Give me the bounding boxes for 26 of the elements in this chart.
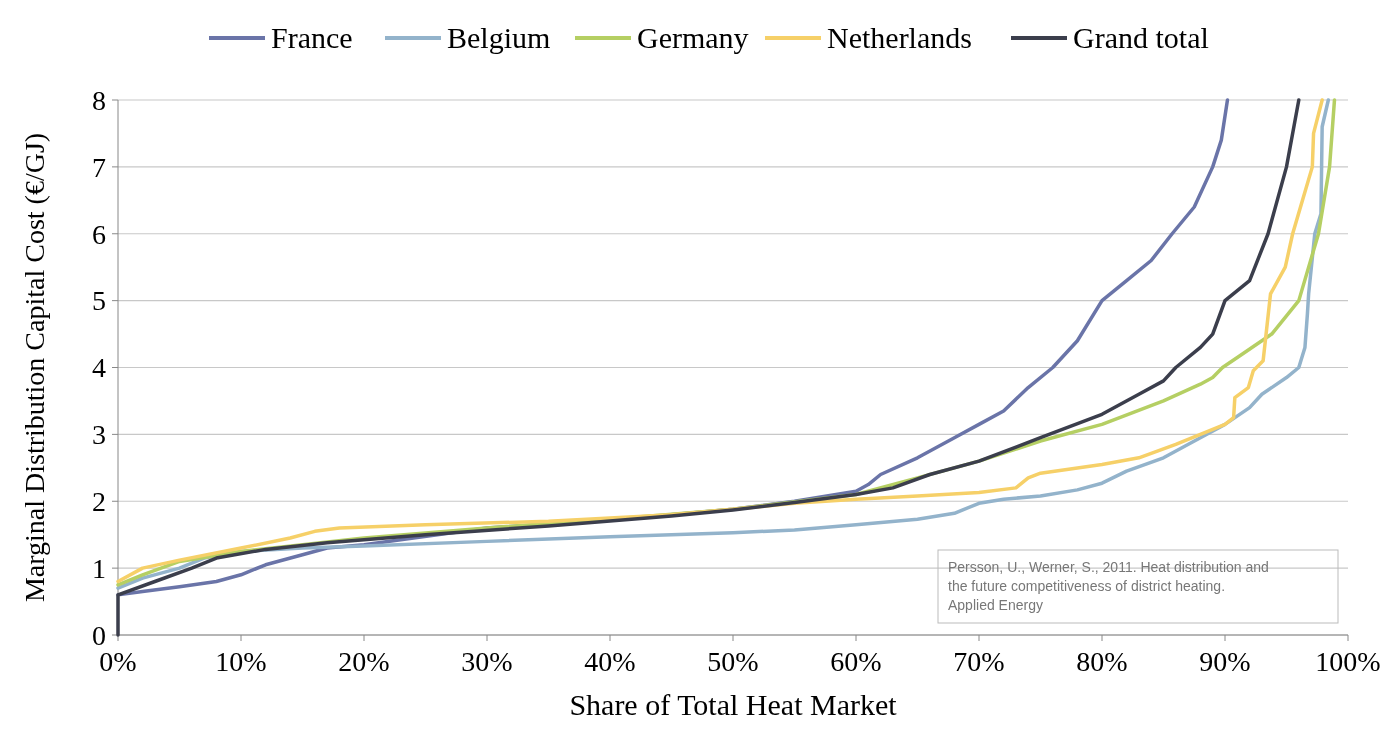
x-tick-label: 90%: [1199, 646, 1251, 677]
legend-label: Belgium: [447, 21, 551, 54]
annotation: Persson, U., Werner, S., 2011. Heat distribution and the future competitiveness of district heating. Applied Energy: [948, 559, 1269, 613]
x-tick-label: 40%: [584, 646, 636, 677]
y-tick-label: 4: [92, 352, 106, 384]
legend-label: Netherlands: [827, 21, 972, 54]
y-tick-label: 3: [92, 419, 106, 451]
legend-label: Grand total: [1073, 21, 1209, 54]
y-tick-label: 5: [92, 285, 106, 317]
y-tick-label: 7: [92, 151, 106, 183]
legend-label: Germany: [637, 21, 749, 54]
y-tick-label: 8: [92, 84, 106, 116]
x-tick-label: 50%: [707, 646, 759, 677]
x-tick-label: 70%: [953, 646, 1005, 677]
x-tick-label: 10%: [215, 646, 267, 677]
y-tick-label: 2: [92, 486, 106, 518]
x-tick-label: 30%: [461, 646, 513, 677]
x-tick-label: 80%: [1076, 646, 1128, 677]
x-axis-title: Share of Total Heat Market: [569, 688, 898, 721]
y-axis-title: Marginal Distribution Capital Cost (€/GJ): [19, 132, 50, 603]
x-tick-label: 60%: [830, 646, 882, 677]
legend-label: France: [271, 21, 353, 54]
y-tick-label: 6: [92, 218, 106, 250]
x-tick-label: 100%: [1315, 646, 1381, 677]
y-tick-label: 1: [92, 552, 106, 584]
x-tick-label: 20%: [338, 646, 390, 677]
